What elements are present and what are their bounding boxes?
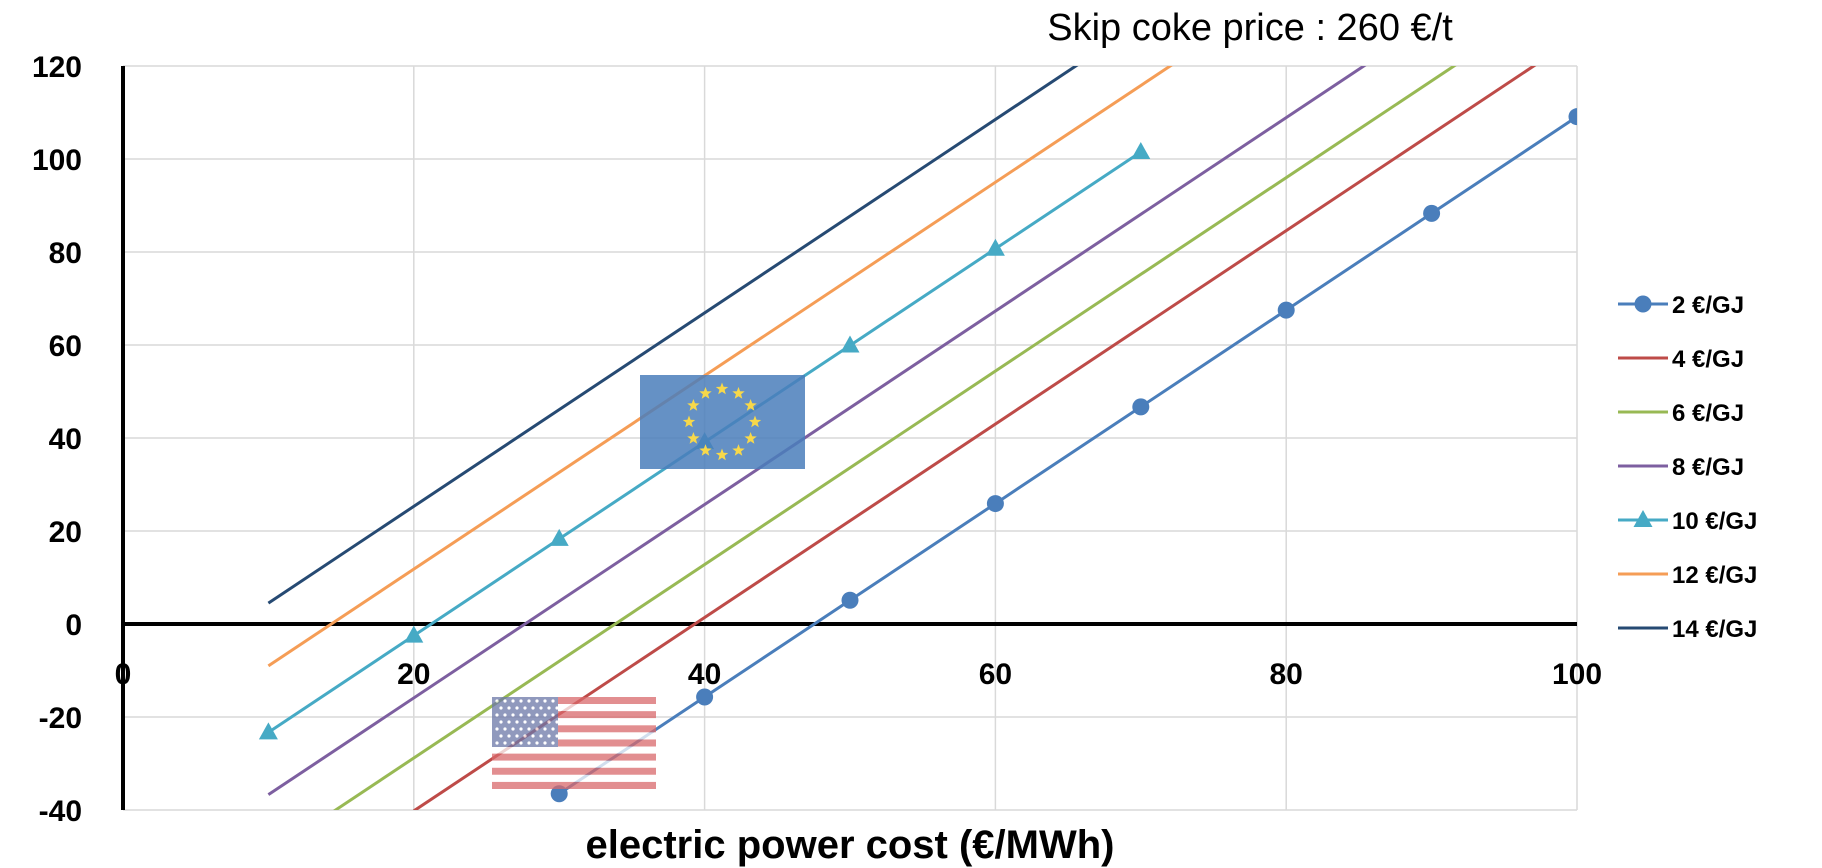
us-flag-icon xyxy=(492,697,656,789)
data-point xyxy=(258,722,278,740)
series-line xyxy=(332,66,1457,810)
legend-item: 6 €/GJ xyxy=(1618,400,1744,427)
series-7 xyxy=(267,66,1079,605)
series-4 xyxy=(267,66,1367,796)
y-tick-label: -20 xyxy=(39,702,82,735)
x-tick-label: 100 xyxy=(1552,658,1602,691)
y-tick-label: 100 xyxy=(32,144,82,177)
series-2 xyxy=(412,66,1537,810)
x-tick-label: 40 xyxy=(688,658,721,691)
legend-item: 8 €/GJ xyxy=(1618,454,1744,481)
legend: 2 €/GJ 4 €/GJ 6 €/GJ 8 €/GJ 10 €/GJ 12 €/GJ 14… xyxy=(1618,292,1757,643)
eu-flag-icon xyxy=(640,375,805,469)
data-point xyxy=(550,785,568,803)
data-point xyxy=(986,495,1004,513)
legend-label: 10 €/GJ xyxy=(1672,508,1757,535)
data-point xyxy=(549,528,569,546)
y-tick-label: 80 xyxy=(49,237,82,270)
y-tick-label: -40 xyxy=(39,795,82,828)
series-1 xyxy=(550,108,1577,803)
legend-label: 8 €/GJ xyxy=(1672,454,1744,481)
series-line xyxy=(267,66,1367,796)
legend-marker xyxy=(1633,510,1653,527)
series-layer xyxy=(258,66,1577,810)
legend-item: 4 €/GJ xyxy=(1618,346,1744,373)
series-line xyxy=(267,66,1173,668)
data-point xyxy=(840,335,860,353)
series-line xyxy=(558,115,1577,795)
data-point xyxy=(841,591,859,609)
y-tick-label: 0 xyxy=(65,609,82,642)
legend-item: 14 €/GJ xyxy=(1618,616,1757,643)
data-point xyxy=(696,688,714,706)
legend-item: 12 €/GJ xyxy=(1618,562,1757,589)
x-tick-label: 60 xyxy=(979,658,1012,691)
x-axis-label: electric power cost (€/MWh) xyxy=(586,823,1115,867)
ticks-layer: -40 -20 0 20 40 60 80 100 120 0 20 40 60 80 100 xyxy=(32,51,1602,828)
series-3 xyxy=(332,66,1457,810)
legend-label: 6 €/GJ xyxy=(1672,400,1744,427)
legend-label: 4 €/GJ xyxy=(1672,346,1744,373)
y-tick-label: 20 xyxy=(49,516,82,549)
data-point xyxy=(1131,142,1151,160)
data-point xyxy=(985,238,1005,256)
legend-marker xyxy=(1634,295,1652,313)
y-tick-label: 40 xyxy=(49,423,82,456)
y-tick-label: 120 xyxy=(32,51,82,84)
series-line xyxy=(267,66,1079,605)
legend-item: 10 €/GJ xyxy=(1618,508,1757,535)
data-point xyxy=(1568,108,1577,126)
series-6 xyxy=(267,66,1173,668)
data-point xyxy=(404,625,424,643)
legend-label: 2 €/GJ xyxy=(1672,292,1744,319)
x-tick-label: 0 xyxy=(115,658,132,691)
legend-item: 2 €/GJ xyxy=(1618,292,1744,319)
data-point xyxy=(1277,301,1295,319)
axes xyxy=(121,66,1577,810)
legend-label: 12 €/GJ xyxy=(1672,562,1757,589)
grid xyxy=(123,65,1578,811)
chart-title: Skip coke price : 260 €/t xyxy=(1047,7,1453,49)
data-point xyxy=(1132,398,1150,416)
x-tick-label: 20 xyxy=(397,658,430,691)
legend-label: 14 €/GJ xyxy=(1672,616,1757,643)
series-line xyxy=(412,66,1537,810)
data-point xyxy=(1423,204,1441,222)
y-tick-label: 60 xyxy=(49,330,82,363)
x-tick-label: 80 xyxy=(1270,658,1303,691)
